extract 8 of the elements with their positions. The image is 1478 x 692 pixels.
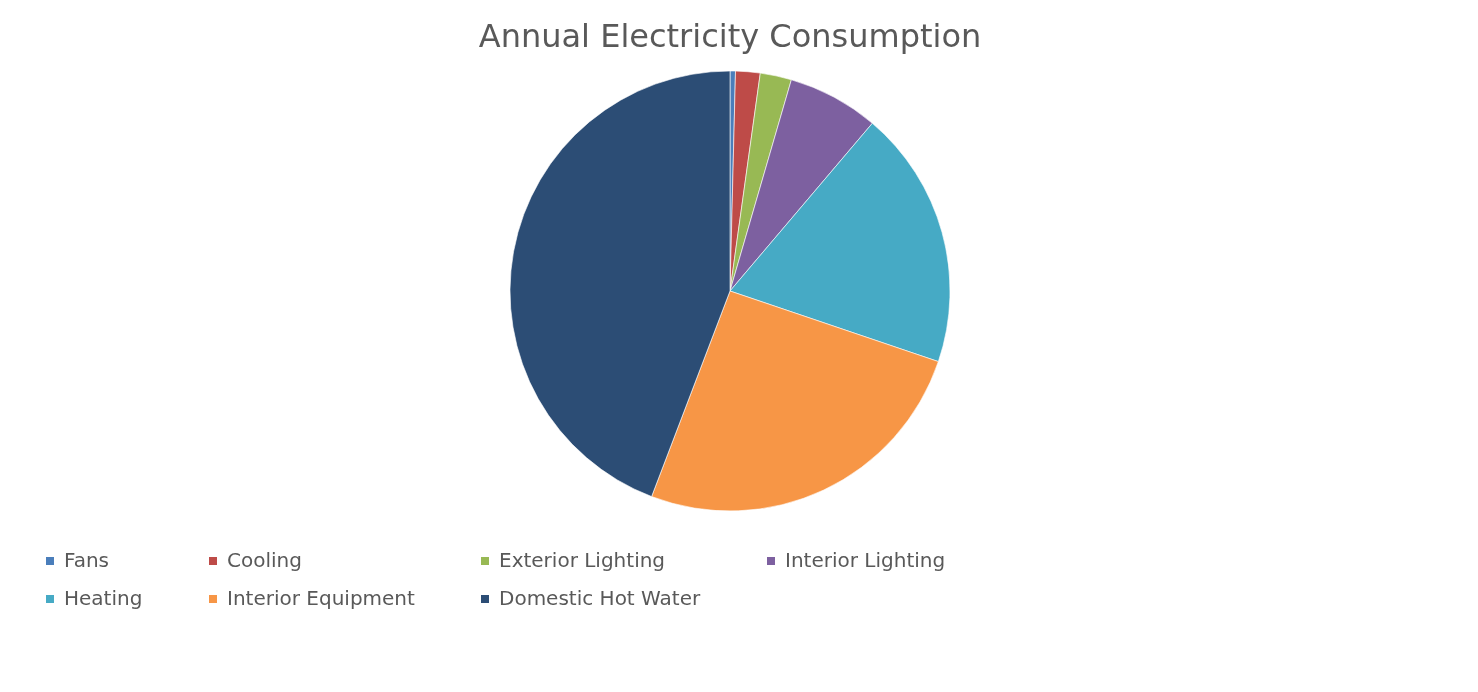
- legend-label: Cooling: [227, 548, 302, 572]
- chart-title: Annual Electricity Consumption: [478, 16, 982, 55]
- legend-label: Interior Equipment: [227, 586, 416, 610]
- legend-label: Exterior Lighting: [499, 548, 666, 572]
- legend-label: Domestic Hot Water: [499, 586, 701, 610]
- legend-label: Fans: [64, 548, 110, 572]
- legend-label: Heating: [64, 586, 143, 610]
- legend-label: Interior Lighting: [785, 548, 946, 572]
